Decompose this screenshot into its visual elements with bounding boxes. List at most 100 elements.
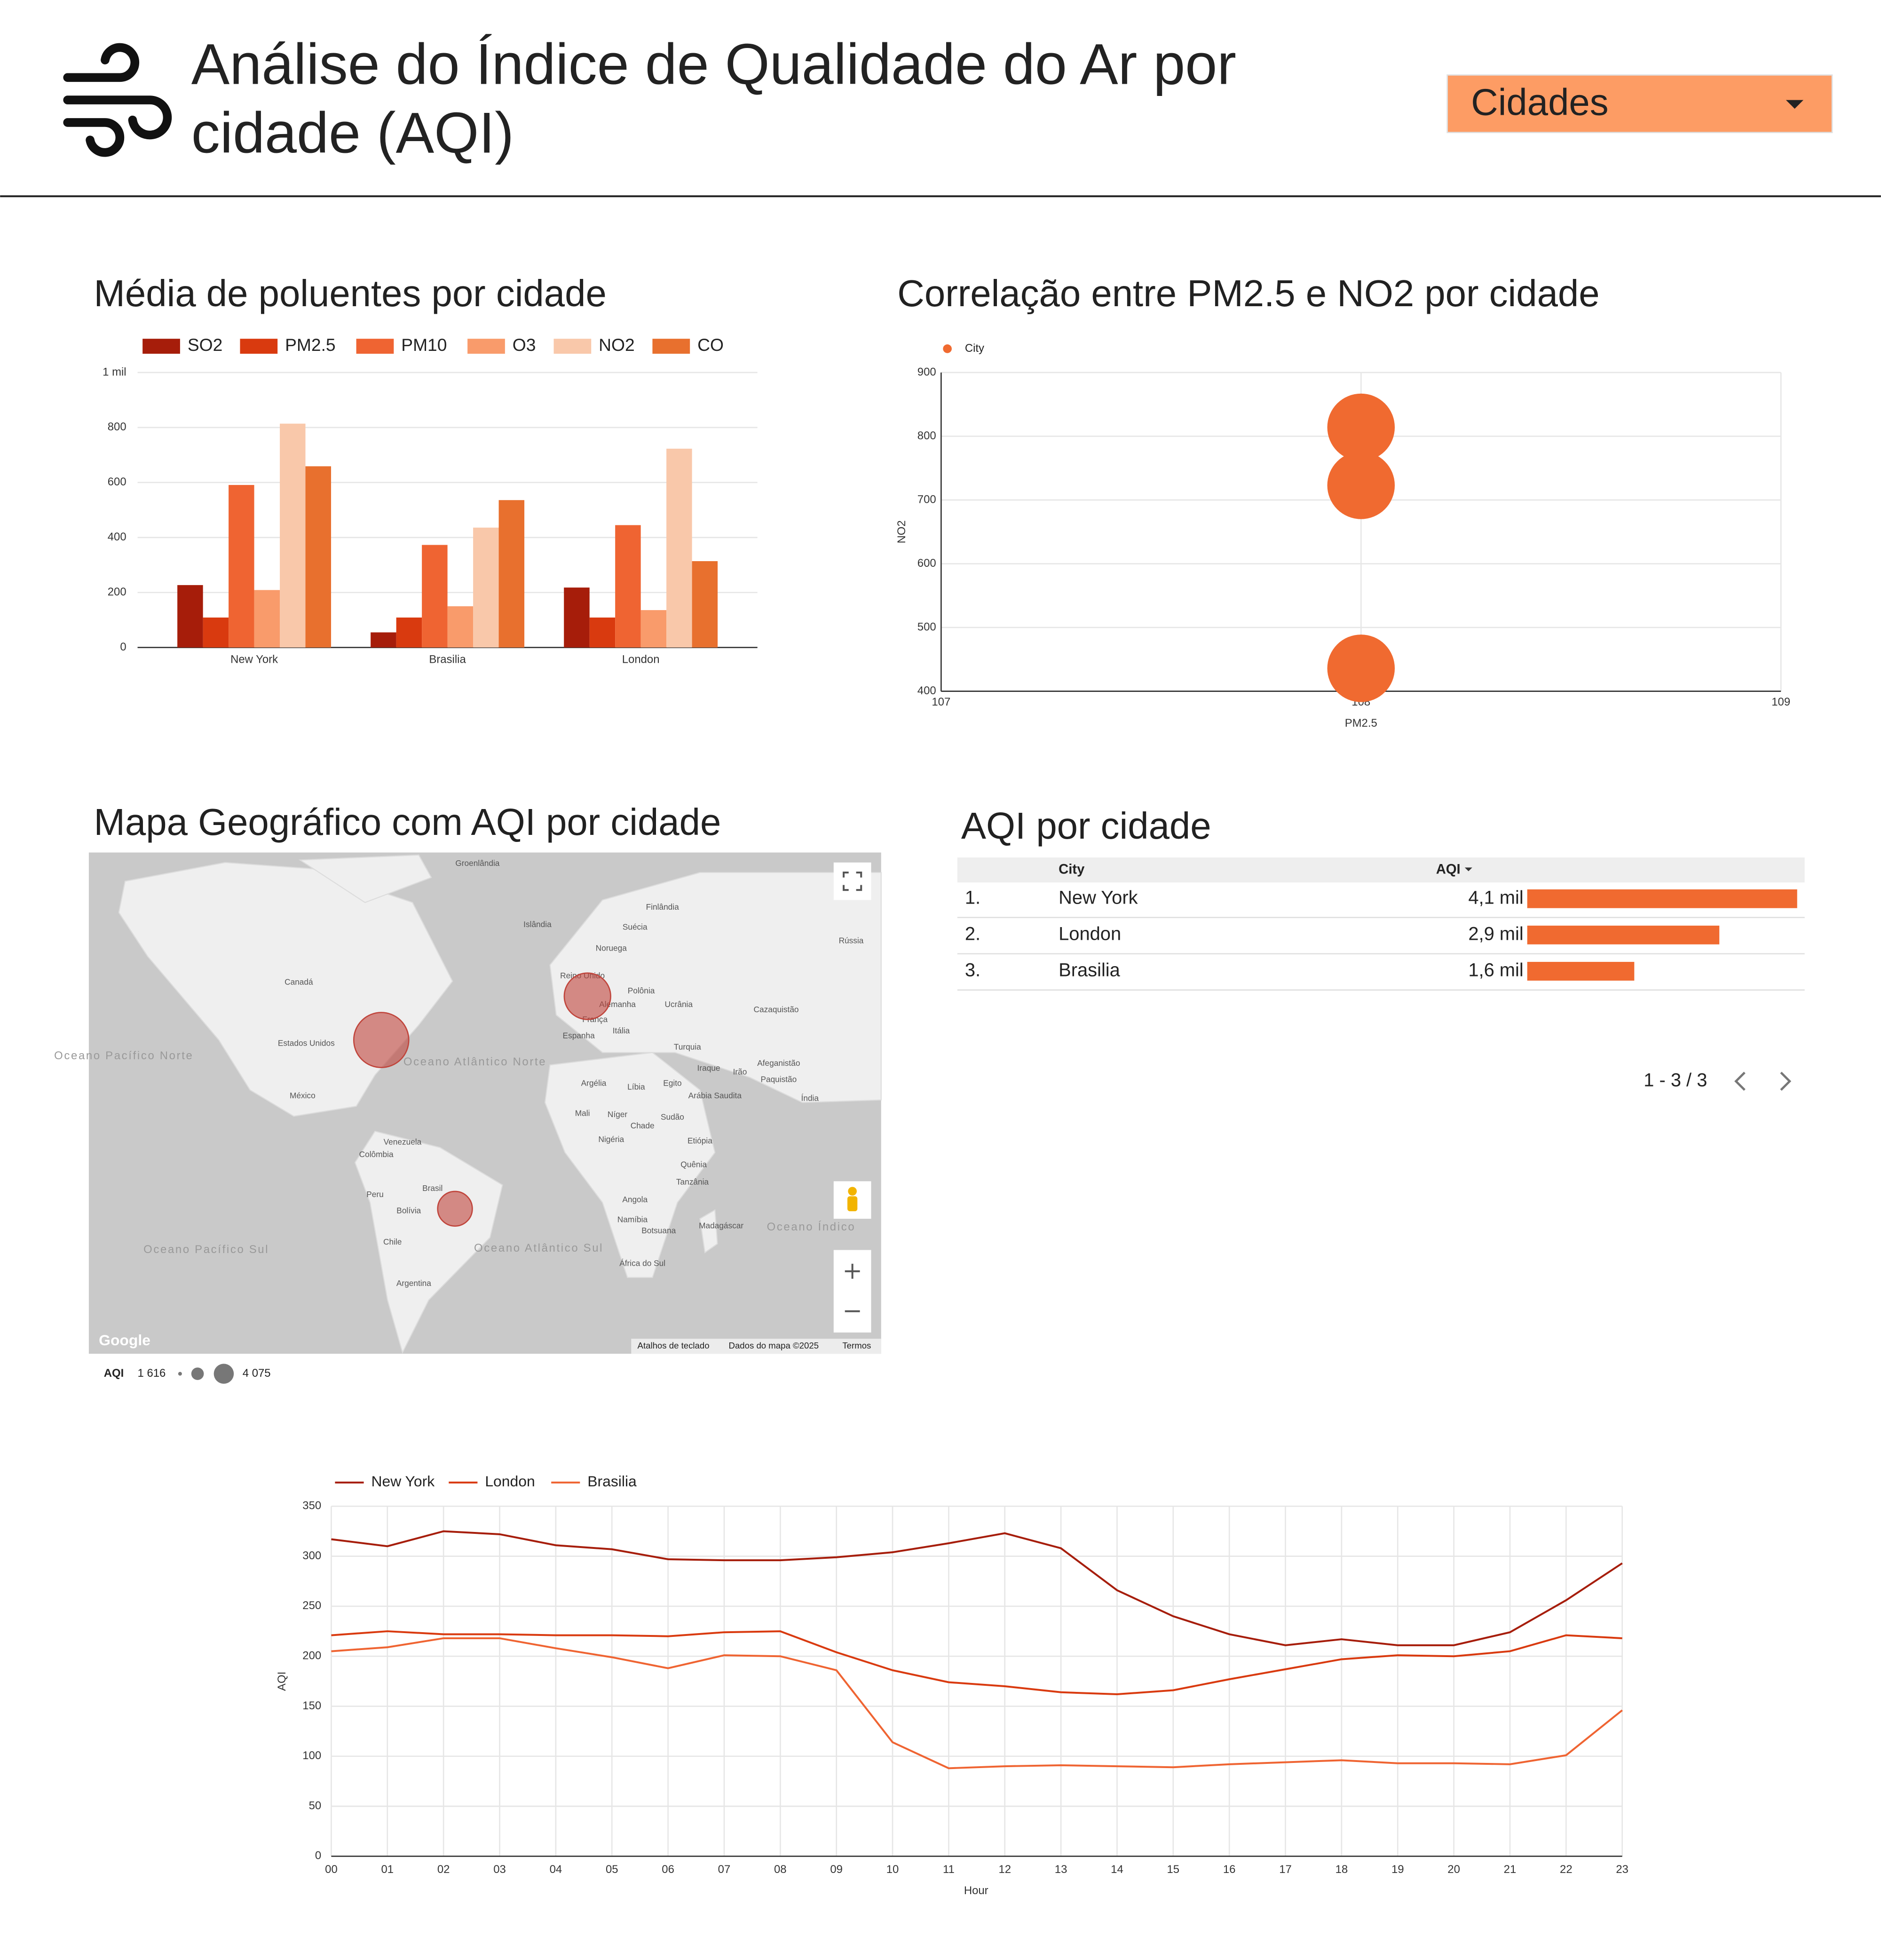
chart-title: Média de poluentes por cidade: [94, 272, 607, 314]
dropdown-box[interactable]: [1446, 74, 1833, 134]
bar: [280, 423, 306, 648]
x-tick-label: 08: [774, 1863, 787, 1876]
y-tick-label: 900: [917, 365, 936, 378]
map-label: Venezuela: [384, 1137, 422, 1147]
map-label: Afeganistão: [757, 1058, 800, 1068]
map-label: Bolívia: [396, 1206, 421, 1215]
legend-label: Brasilia: [587, 1473, 637, 1490]
map-label: Peru: [366, 1190, 383, 1199]
bar: [640, 610, 667, 648]
y-tick-label: 600: [108, 476, 126, 488]
map-label: Sudão: [661, 1112, 684, 1121]
fullscreen-button[interactable]: [833, 862, 871, 900]
map-label: Paquistão: [760, 1075, 797, 1084]
y-tick-label: 600: [917, 557, 936, 570]
map-label: Cazaquistão: [754, 1005, 799, 1014]
next-page[interactable]: [1780, 1071, 1792, 1091]
zoom-control[interactable]: [833, 1250, 871, 1333]
map-label: Polônia: [628, 986, 655, 995]
row-rank: 3.: [965, 960, 980, 980]
bar: [498, 500, 525, 648]
size-legend-marker: [191, 1367, 204, 1380]
map-label: Estados Unidos: [278, 1039, 335, 1048]
map-label: Groenlândia: [455, 858, 499, 868]
series-line: [331, 1530, 1623, 1646]
map-label: Oceano Atlântico Norte: [403, 1055, 546, 1068]
x-axis-title: Hour: [964, 1884, 988, 1897]
legend-swatch: [553, 339, 592, 354]
map-label: Itália: [613, 1026, 630, 1035]
table-bar: [1527, 889, 1797, 908]
table-bar: [1527, 925, 1720, 944]
y-tick-label: 800: [917, 429, 936, 442]
legend-label: NO2: [599, 335, 634, 355]
map[interactable]: [88, 852, 882, 1354]
bar: [396, 617, 422, 648]
map-label: Nigéria: [598, 1135, 624, 1144]
x-tick-label: 01: [381, 1863, 394, 1876]
y-tick-label: 500: [917, 620, 936, 633]
map-attribution: Termos: [842, 1341, 871, 1350]
x-tick-label: 00: [325, 1863, 338, 1876]
x-tick-label: 10: [886, 1863, 899, 1876]
x-tick-label: 109: [1771, 696, 1790, 708]
bar: [371, 632, 396, 648]
map-label: Botsuana: [641, 1226, 676, 1235]
x-tick-label: 13: [1055, 1863, 1067, 1876]
map-label: Tanzânia: [676, 1177, 709, 1187]
series-line: [331, 1630, 1622, 1696]
column-header[interactable]: AQI: [1436, 862, 1461, 877]
map-label: Líbia: [627, 1082, 645, 1092]
row-city: Brasilia: [1059, 960, 1121, 980]
map-label: Argélia: [581, 1079, 607, 1088]
map-label: Níger: [608, 1110, 627, 1119]
map-label: Islândia: [523, 920, 552, 929]
x-axis-title: PM2.5: [1345, 717, 1377, 730]
y-tick-label: 800: [108, 421, 126, 433]
fullscreen-icon[interactable]: [843, 871, 862, 891]
chart-title: Correlação entre PM2.5 e NO2 por cidade: [897, 272, 1599, 314]
legend-label: London: [485, 1473, 535, 1490]
scatter-point: [1327, 393, 1395, 461]
y-tick-label: 50: [309, 1799, 322, 1812]
bar: [305, 466, 332, 648]
dropdown-label[interactable]: Cidades: [1471, 81, 1608, 123]
y-tick-label: 0: [120, 641, 126, 653]
x-tick-label: 12: [998, 1863, 1011, 1876]
row-rank: 2.: [965, 923, 980, 944]
prev-page[interactable]: [1734, 1071, 1746, 1091]
bar: [692, 561, 718, 648]
map-label: Iraque: [697, 1063, 720, 1073]
y-tick-label: 300: [302, 1549, 321, 1562]
table-header: [957, 857, 1805, 883]
legend-swatch: [652, 339, 690, 354]
y-tick-label: 400: [917, 684, 936, 697]
x-tick-label: 15: [1167, 1863, 1180, 1876]
y-tick-label: 350: [302, 1500, 321, 1512]
x-tick-label: 04: [550, 1863, 562, 1876]
dropdown-arrow[interactable]: [1786, 100, 1804, 109]
size-legend-title: AQI: [104, 1367, 124, 1380]
y-tick-label: 150: [302, 1699, 321, 1712]
scatter-point: [1327, 452, 1395, 519]
x-tick-label: London: [622, 653, 660, 666]
map-label: México: [290, 1091, 316, 1100]
legend-swatch: [142, 339, 180, 354]
x-tick-label: 17: [1279, 1863, 1292, 1876]
pegman-icon[interactable]: [847, 1196, 858, 1212]
pagination: 1 - 3 / 3: [1644, 1070, 1707, 1090]
zoom-icons[interactable]: [845, 1263, 860, 1312]
dropdown[interactable]: Cidades: [1446, 74, 1833, 134]
scatter-point: [1327, 635, 1395, 702]
row-value: 4,1 mil: [1468, 887, 1523, 908]
map-label: Arábia Saudita: [688, 1091, 742, 1100]
y-tick-label: 200: [302, 1650, 321, 1662]
map-attribution: Dados do mapa ©2025: [729, 1341, 819, 1350]
x-tick-label: 23: [1616, 1863, 1628, 1876]
legend-label: New York: [371, 1473, 435, 1490]
pegman-icon[interactable]: [848, 1187, 857, 1196]
x-tick-label: 18: [1336, 1863, 1348, 1876]
map-attribution: Google: [99, 1332, 150, 1349]
